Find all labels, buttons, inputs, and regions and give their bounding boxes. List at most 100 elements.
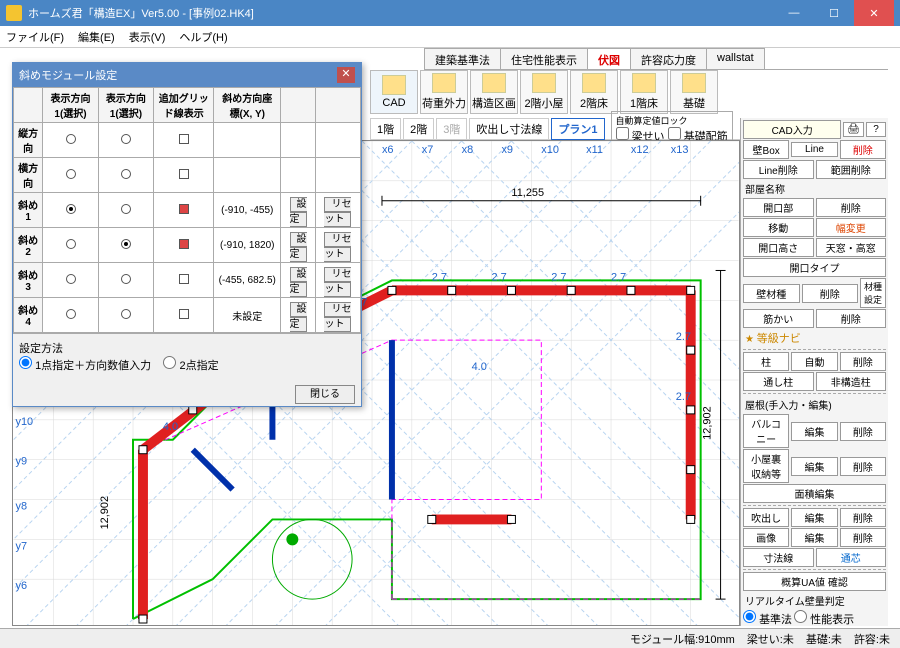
ribbon-load[interactable]: 荷重外力 (420, 70, 468, 114)
btn-balcony-del[interactable]: 削除 (840, 422, 886, 441)
status-hari: 梁せい:未 (747, 631, 794, 647)
btn-walltype-del[interactable]: 削除 (802, 284, 859, 303)
svg-text:2.7: 2.7 (676, 391, 691, 403)
btn-opening-del[interactable]: 削除 (816, 198, 887, 217)
status-kyoyou: 許容:未 (854, 631, 890, 647)
dialog-close-button[interactable]: ✕ (337, 67, 355, 83)
svg-text:x12: x12 (631, 144, 649, 156)
svg-text:y8: y8 (15, 500, 27, 512)
row2-set[interactable]: 設定 (290, 197, 307, 227)
btn-matset[interactable]: 材種設定 (860, 278, 886, 308)
btn-balcony[interactable]: バルコニー (743, 414, 789, 448)
ribbon-2f-koya[interactable]: 2階小屋 (520, 70, 568, 114)
btn-image[interactable]: 画像 (743, 528, 789, 547)
btn-col-auto[interactable]: 自動 (791, 352, 837, 371)
btn-openheight[interactable]: 開口高さ (743, 238, 814, 257)
svg-text:12,902: 12,902 (99, 496, 111, 529)
btn-attic[interactable]: 小屋裏収納等 (743, 449, 789, 483)
row5-reset[interactable]: リセット (324, 302, 351, 332)
maximize-button[interactable]: ☐ (814, 0, 854, 26)
svg-text:x7: x7 (422, 144, 434, 156)
btn-callout-del[interactable]: 削除 (840, 508, 886, 527)
menu-view[interactable]: 表示(V) (129, 29, 166, 45)
svg-text:11,255: 11,255 (511, 187, 544, 199)
btn-area[interactable]: 面積編集 (743, 484, 886, 503)
btn-delete[interactable]: 削除 (840, 140, 886, 159)
btn-ua[interactable]: 概算UA値 確認 (743, 572, 886, 591)
btn-opentype[interactable]: 開口タイプ (743, 258, 886, 277)
menu-file[interactable]: ファイル(F) (6, 29, 64, 45)
floor-2f[interactable]: 2階 (403, 118, 434, 140)
koya-icon (532, 73, 556, 93)
btn-col-del[interactable]: 削除 (840, 352, 886, 371)
btn-walltype[interactable]: 壁材種 (743, 284, 800, 303)
svg-text:x9: x9 (501, 144, 513, 156)
btn-balcony-edit[interactable]: 編集 (791, 422, 837, 441)
opt-dimline[interactable]: 吹出し寸法線 (469, 118, 549, 140)
ribbon-2f-yuka[interactable]: 2階床 (570, 70, 618, 114)
lbl-realtime: リアルタイム壁量判定 (743, 592, 886, 609)
ribbon-kukaku[interactable]: 構造区画 (470, 70, 518, 114)
tab-wallstat[interactable]: wallstat (706, 48, 765, 69)
menu-help[interactable]: ヘルプ(H) (179, 29, 227, 45)
btn-cad-input[interactable]: CAD入力 (743, 120, 841, 139)
btn-noncol[interactable]: 非構造柱 (816, 372, 887, 391)
btn-move[interactable]: 移動 (743, 218, 814, 237)
row4-set[interactable]: 設定 (290, 267, 307, 297)
row4-reset[interactable]: リセット (324, 267, 351, 297)
svg-text:2.7: 2.7 (432, 271, 447, 283)
row5-set[interactable]: 設定 (290, 302, 307, 332)
btn-ceilheight[interactable]: 天窓・高窓 (816, 238, 887, 257)
btn-attic-edit[interactable]: 編集 (791, 457, 837, 476)
method-2[interactable]: 2点指定 (163, 360, 218, 372)
btn-centerline[interactable]: 通芯 (816, 548, 887, 567)
floor-1f[interactable]: 1階 (370, 118, 401, 140)
radio-perf[interactable]: 性能表示 (794, 610, 854, 626)
btn-brace[interactable]: 筋かい (743, 309, 814, 328)
btn-thrucol[interactable]: 通し柱 (743, 372, 814, 391)
lbl-roomname: 部屋名称 (743, 180, 886, 197)
svg-text:2.7: 2.7 (676, 331, 691, 343)
tab-seinou[interactable]: 住宅性能表示 (500, 48, 588, 69)
app-icon (6, 5, 22, 21)
btn-attic-del[interactable]: 削除 (840, 457, 886, 476)
opt-plan1[interactable]: プラン1 (551, 118, 604, 140)
svg-text:y7: y7 (15, 540, 27, 552)
svg-text:x13: x13 (671, 144, 689, 156)
btn-callout-edit[interactable]: 編集 (791, 508, 837, 527)
btn-dimline[interactable]: 寸法線 (743, 548, 814, 567)
kukaku-icon (482, 73, 506, 93)
diagonal-module-dialog: 斜めモジュール設定 ✕ 表示方向1(選択)表示方向1(選択)追加グリッド線表示斜… (12, 62, 362, 407)
tab-kyoyou[interactable]: 許容応力度 (630, 48, 707, 69)
print-icon[interactable]: 🖨 (843, 122, 864, 137)
row3-set[interactable]: 設定 (290, 232, 307, 262)
right-panel: CAD入力🖨? 壁BoxLine削除 Line削除範囲削除 部屋名称 開口部削除… (740, 118, 888, 626)
ribbon-1f-yuka[interactable]: 1階床 (620, 70, 668, 114)
btn-widthchg[interactable]: 幅変更 (816, 218, 887, 237)
btn-line[interactable]: Line (791, 142, 837, 157)
svg-text:x10: x10 (541, 144, 559, 156)
help-icon[interactable]: ? (866, 122, 886, 137)
btn-rangedel[interactable]: 範囲削除 (816, 160, 887, 179)
ribbon-cad[interactable]: CAD (370, 70, 418, 114)
method-1[interactable]: 1点指定＋方向数値入力 (19, 360, 151, 372)
dialog-close-btn[interactable]: 閉じる (295, 385, 355, 404)
row3-reset[interactable]: リセット (324, 232, 351, 262)
tab-fusezu[interactable]: 伏図 (587, 48, 631, 69)
btn-image-edit[interactable]: 編集 (791, 528, 837, 547)
ribbon-kiso[interactable]: 基礎 (670, 70, 718, 114)
btn-image-del[interactable]: 削除 (840, 528, 886, 547)
radio-std[interactable]: 基準法 (743, 610, 792, 626)
btn-linedel[interactable]: Line削除 (743, 160, 814, 179)
btn-col[interactable]: 柱 (743, 352, 789, 371)
btn-brace-del[interactable]: 削除 (816, 309, 887, 328)
minimize-button[interactable]: — (774, 0, 814, 26)
close-button[interactable]: ✕ (854, 0, 894, 26)
window-title: ホームズ君「構造EX」Ver5.00 - [事例02.HK4] (28, 5, 774, 21)
btn-callout[interactable]: 吹出し (743, 508, 789, 527)
tab-kenchiku[interactable]: 建築基準法 (424, 48, 501, 69)
btn-wallbox[interactable]: 壁Box (743, 140, 789, 159)
menu-edit[interactable]: 編集(E) (78, 29, 115, 45)
btn-opening[interactable]: 開口部 (743, 198, 814, 217)
row2-reset[interactable]: リセット (324, 197, 351, 227)
